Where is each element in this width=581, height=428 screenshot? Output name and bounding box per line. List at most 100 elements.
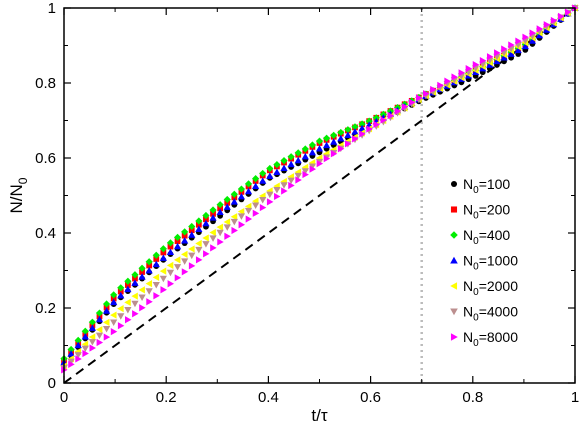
data-point: [308, 148, 317, 156]
data-point: [351, 123, 359, 131]
data-point: [322, 134, 331, 142]
data-point: [458, 69, 466, 77]
data-point: [173, 242, 182, 250]
data-point: [102, 307, 111, 314]
data-point: [88, 324, 96, 331]
data-point: [223, 203, 231, 210]
data-point: [67, 358, 75, 366]
data-point: [280, 182, 288, 189]
data-point: [166, 239, 175, 247]
data-point: [173, 256, 181, 264]
data-point: [138, 286, 145, 294]
legend-entry: N0=400: [450, 227, 510, 247]
data-point: [522, 33, 529, 41]
data-point: [281, 187, 288, 195]
data-point: [536, 25, 544, 33]
data-point: [244, 207, 253, 215]
data-point: [174, 238, 181, 245]
data-point: [124, 298, 131, 306]
data-point: [195, 221, 202, 228]
data-point: [237, 207, 245, 216]
data-point: [252, 202, 260, 209]
data-point: [252, 209, 260, 217]
data-point: [365, 117, 373, 125]
data-point: [75, 355, 82, 363]
data-point: [138, 273, 146, 280]
data-point: [89, 344, 96, 352]
data-point: [117, 305, 124, 313]
legend-label: N0=1000: [463, 253, 518, 273]
legend-label: N0=8000: [463, 329, 518, 349]
legend-marker: [450, 231, 458, 239]
data-point: [266, 164, 274, 173]
y-tick-label: 0: [48, 375, 56, 392]
data-point: [230, 198, 238, 205]
legend-entry: N0=100: [450, 176, 510, 196]
data-point: [273, 186, 281, 194]
data-point: [330, 138, 338, 145]
data-point: [167, 280, 175, 288]
data-point: [344, 126, 352, 134]
data-point: [160, 286, 167, 294]
x-tick-label: 0.2: [156, 389, 177, 406]
data-point: [102, 326, 111, 333]
data-point: [244, 180, 253, 188]
data-point: [131, 279, 139, 286]
data-point: [88, 318, 96, 326]
data-point: [266, 198, 274, 206]
data-point: [217, 238, 224, 246]
data-point: [139, 269, 145, 275]
data-point: [159, 275, 167, 283]
data-point: [181, 258, 189, 265]
y-axis-label: N/N0: [7, 177, 30, 213]
data-point: [316, 160, 324, 168]
data-point: [337, 145, 345, 153]
data-point: [230, 213, 238, 221]
data-point: [110, 319, 118, 327]
data-point: [124, 316, 132, 324]
data-point: [209, 214, 217, 221]
data-point: [181, 250, 188, 259]
y-tick-label: 0.8: [35, 75, 56, 92]
data-point: [259, 203, 267, 212]
data-point: [500, 53, 508, 61]
data-point: [132, 310, 139, 318]
data-point: [315, 137, 324, 145]
data-point: [294, 172, 302, 180]
data-point: [528, 37, 537, 44]
data-point: [110, 298, 118, 306]
data-point: [74, 341, 82, 349]
data-point: [96, 338, 104, 347]
data-point: [195, 246, 203, 254]
data-point: [117, 284, 125, 292]
data-point: [380, 116, 387, 124]
data-point: [188, 222, 196, 231]
data-point: [230, 218, 238, 226]
data-point: [273, 160, 281, 169]
data-point: [514, 46, 522, 54]
data-point: [244, 187, 253, 195]
y-tick-label: 0.6: [35, 150, 56, 167]
data-point: [259, 177, 267, 184]
data-point: [401, 103, 409, 111]
data-point: [138, 294, 146, 301]
data-point: [146, 262, 153, 269]
data-point: [309, 165, 317, 173]
data-point: [238, 221, 246, 229]
data-point: [82, 349, 89, 358]
data-point: [387, 112, 395, 120]
y-tick-label: 0.2: [35, 300, 56, 317]
data-point: [359, 130, 366, 138]
data-point: [95, 309, 104, 317]
data-point: [408, 98, 416, 106]
data-point: [217, 205, 224, 212]
data-point: [131, 271, 139, 279]
legend-entry: N0=8000: [450, 329, 518, 349]
data-point: [102, 318, 110, 326]
y-tick-label: 0.4: [35, 225, 56, 242]
plot-area: [60, 4, 579, 384]
data-point: [202, 234, 209, 242]
data-point: [188, 262, 196, 270]
data-point: [81, 332, 89, 340]
